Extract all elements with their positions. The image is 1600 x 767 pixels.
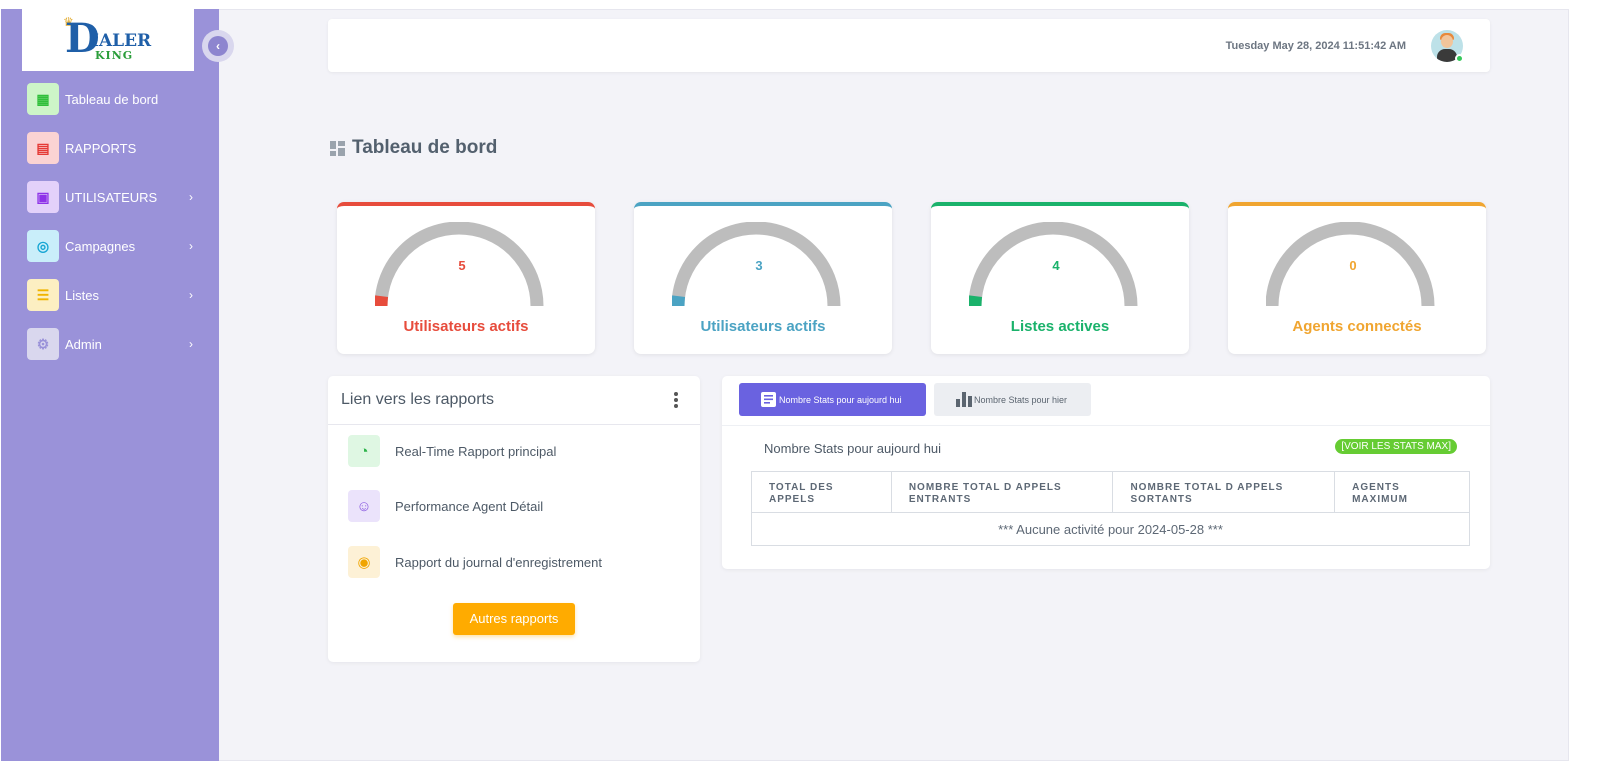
stats-subtitle: Nombre Stats pour aujourd hui — [764, 441, 942, 456]
report-link[interactable]: ☺ Performance Agent Détail — [348, 490, 543, 522]
document-lines-icon — [761, 392, 776, 407]
gauge-value: 0 — [1349, 258, 1357, 273]
crown-icon: ♛ — [63, 15, 74, 29]
chevron-right-icon: › — [189, 337, 193, 351]
sidebar-item-label: Admin — [65, 336, 102, 352]
bar-chart-icon — [956, 392, 972, 407]
column-header: NOMBRE TOTAL D APPELS SORTANTS — [1112, 471, 1336, 513]
gauge-fill — [969, 295, 983, 307]
user-contact-icon: ▣ — [27, 181, 59, 213]
other-reports-button[interactable]: Autres rapports — [453, 603, 575, 635]
stats-panel: Nombre Stats pour aujourd hui Nombre Sta… — [722, 376, 1490, 569]
column-header: NOMBRE TOTAL D APPELS ENTRANTS — [890, 471, 1114, 513]
sidebar-item-label: Tableau de bord — [65, 91, 159, 107]
column-header: AGENTS MAXIMUM — [1334, 471, 1470, 513]
page-title: Tableau de bord — [330, 137, 497, 159]
gauge-card: 4 Listes actives — [931, 202, 1189, 354]
microphone-icon: ◉ — [348, 546, 380, 578]
report-link-label: Performance Agent Détail — [395, 498, 544, 514]
gauge-value: 3 — [755, 258, 763, 273]
sidebar-item-listes[interactable]: ☰ Listes › — [1, 279, 219, 311]
sidebar-item-label: Listes — [65, 287, 99, 303]
gauge-value: 5 — [458, 258, 466, 273]
chevron-left-icon: ‹ — [208, 36, 228, 56]
sidebar-item-utilisateurs[interactable]: ▣ UTILISATEURS › — [1, 181, 219, 213]
target-icon: ◎ — [27, 230, 59, 262]
gauge-arc — [969, 222, 1138, 307]
sidebar-collapse-button[interactable]: ‹ — [202, 30, 234, 62]
avatar[interactable] — [1431, 30, 1463, 62]
top-bar: Tuesday May 28, 2024 11:51:42 AM — [328, 19, 1490, 72]
gauge-track — [1266, 222, 1435, 307]
chevron-right-icon: › — [189, 239, 193, 253]
chevron-right-icon: › — [189, 288, 193, 302]
sidebar-menu: ▦ Tableau de bord ▤ RAPPORTS ▣ UTILISATEURS › ◎… — [1, 83, 219, 377]
empty-activity-message: *** Aucune activité pour 2024-05-28 *** — [751, 512, 1470, 546]
stats-table: TOTAL DES APPELS NOMBRE TOTAL D APPELS EN… — [751, 471, 1470, 546]
gauge-label: Listes actives — [1010, 318, 1110, 335]
gear-icon: ⚙ — [27, 328, 59, 360]
user-outline-icon: ☺ — [348, 490, 380, 522]
tab-stats-today[interactable]: Nombre Stats pour aujourd hui — [739, 383, 926, 416]
list-icon: ☰ — [27, 279, 59, 311]
report-link-label: Real-Time Rapport principal — [395, 443, 557, 459]
reports-panel: Lien vers les rapports ◔ Real-Time Rappor… — [328, 376, 700, 662]
logo-box[interactable]: ♛ D IALER KING — [22, 9, 194, 71]
dashboard-icon — [330, 140, 345, 156]
tab-stats-yesterday[interactable]: Nombre Stats pour hier — [934, 383, 1091, 416]
gauge-fill — [375, 295, 389, 307]
report-link-label: Rapport du journal d'enregistrement — [395, 554, 602, 570]
gauge-arc — [375, 222, 544, 307]
report-link[interactable]: ◉ Rapport du journal d'enregistrement — [348, 546, 602, 578]
sidebar-item-admin[interactable]: ⚙ Admin › — [1, 328, 219, 360]
reports-header: Lien vers les rapports — [328, 376, 700, 425]
dashboard-icon: ▦ — [27, 83, 59, 115]
gauge-label: Utilisateurs actifs — [700, 318, 826, 335]
gauge-fill — [672, 295, 686, 307]
dialer-king-logo: ♛ D IALER KING — [63, 15, 152, 62]
gauge-arc — [1266, 222, 1435, 307]
more-vertical-icon[interactable] — [674, 392, 678, 410]
online-status-dot — [1455, 54, 1464, 63]
column-header: TOTAL DES APPELS — [751, 471, 892, 513]
report-link[interactable]: ◔ Real-Time Rapport principal — [348, 435, 556, 467]
gauge-label: Utilisateurs actifs — [403, 318, 529, 335]
sidebar: ♛ D IALER KING ▦ Tableau de bord ▤ RAPPORTS… — [1, 9, 219, 761]
sidebar-item-campagnes[interactable]: ◎ Campagnes › — [1, 230, 219, 262]
reports-title: Lien vers les rapports — [341, 391, 494, 408]
gauge-label: Agents connectés — [1292, 318, 1422, 335]
sidebar-item-label: Campagnes — [65, 238, 136, 254]
sidebar-item-rapports[interactable]: ▤ RAPPORTS — [1, 132, 219, 164]
report-file-icon: ▤ — [27, 132, 59, 164]
sidebar-item-label: UTILISATEURS — [65, 189, 158, 205]
view-max-stats-link[interactable]: [VOIR LES STATS MAX] — [1335, 439, 1457, 454]
gauge-arc — [672, 222, 841, 307]
current-datetime: Tuesday May 28, 2024 11:51:42 AM — [1225, 40, 1406, 52]
clock-pie-icon: ◔ — [348, 435, 380, 467]
table-row: *** Aucune activité pour 2024-05-28 *** — [751, 512, 1470, 546]
chevron-right-icon: › — [189, 190, 193, 204]
gauge-track — [375, 222, 544, 307]
sidebar-item-tableau-de-bord[interactable]: ▦ Tableau de bord — [1, 83, 219, 115]
gauge-card: 5 Utilisateurs actifs — [337, 202, 595, 354]
gauge-value: 4 — [1052, 258, 1060, 273]
sidebar-item-label: RAPPORTS — [65, 140, 137, 156]
gauge-card: 0 Agents connectés — [1228, 202, 1486, 354]
gauge-track — [969, 222, 1138, 307]
gauge-card: 3 Utilisateurs actifs — [634, 202, 892, 354]
gauge-track — [672, 222, 841, 307]
